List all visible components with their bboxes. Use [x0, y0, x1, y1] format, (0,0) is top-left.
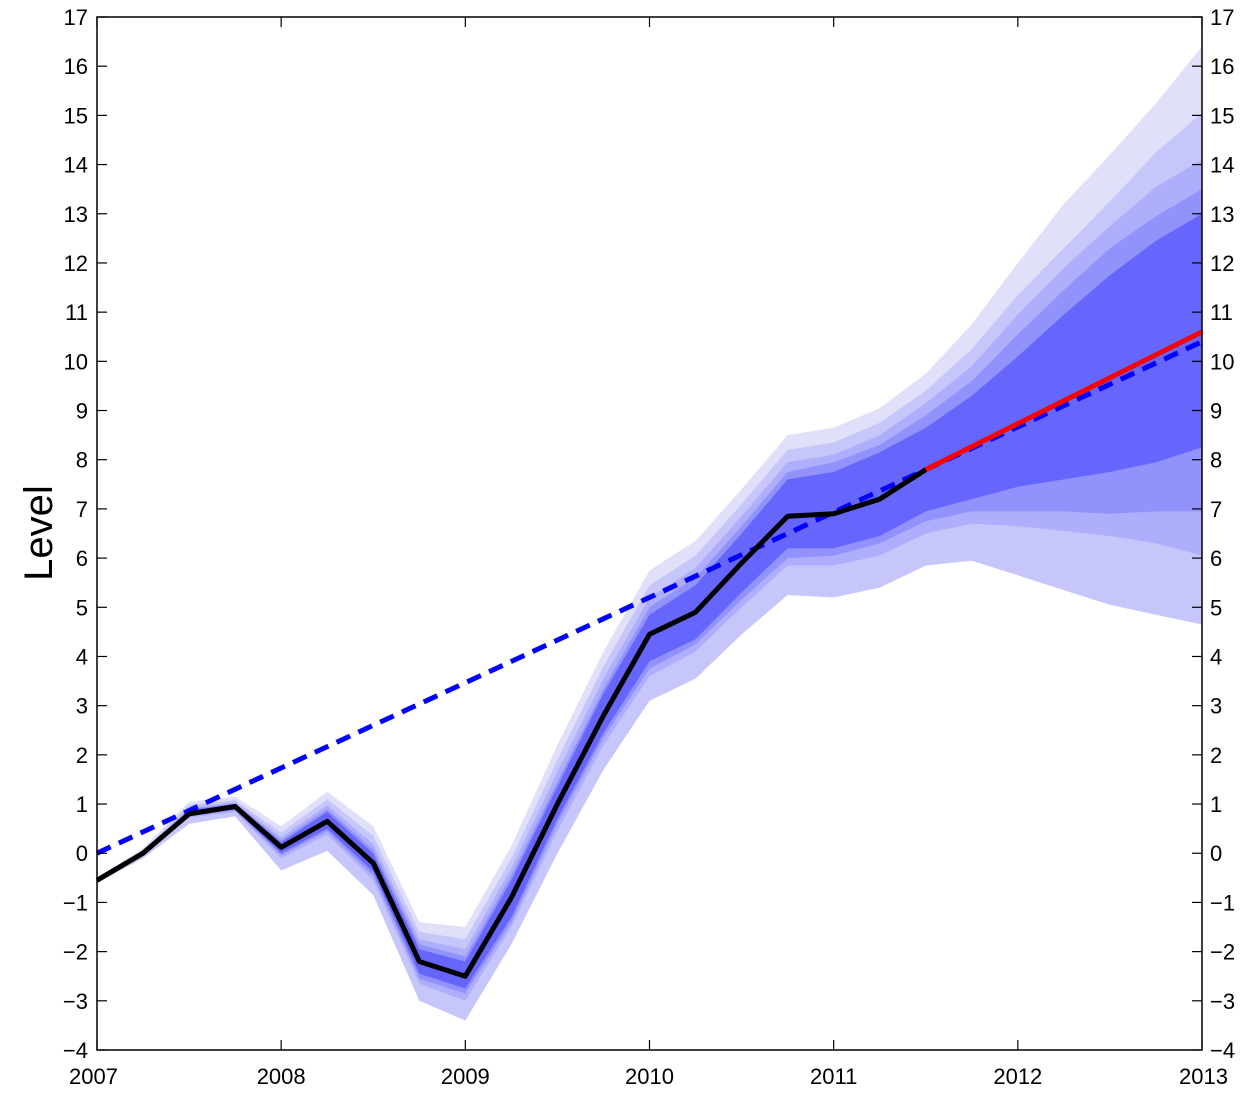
y-axis-label: Level — [17, 485, 61, 581]
y-tick-label-right: 11 — [1210, 300, 1233, 325]
y-tick-label-right: 0 — [1210, 841, 1222, 866]
tick-labels: −4 −4−3 −3−2 −2−1 −10 01 12 23 34 45 56 67 78 89 910 10… — [63, 5, 1235, 1089]
y-tick-label-right: 10 — [1210, 349, 1234, 374]
y-tick-label-left: 8 — [76, 448, 88, 473]
y-tick-label-left: 11 — [65, 300, 88, 325]
y-tick-label-right: 13 — [1210, 202, 1234, 227]
y-tick-label-right: 5 — [1210, 595, 1222, 620]
y-tick-label-left: 0 — [76, 841, 88, 866]
y-tick-label-left: 2 — [76, 743, 88, 768]
y-tick-label-left: −1 — [63, 890, 88, 915]
y-tick-label-left: 17 — [64, 5, 88, 30]
axis-ticks — [96, 16, 1203, 1051]
y-tick-label-left: 10 — [64, 349, 88, 374]
y-tick-label-left: 13 — [64, 202, 88, 227]
x-tick-label: 2008 — [257, 1064, 306, 1089]
y-tick-label-left: 1 — [76, 792, 88, 817]
y-tick-label-right: 1 — [1210, 792, 1222, 817]
fan-band-5 — [97, 213, 1202, 989]
y-tick-label-left: 3 — [76, 694, 88, 719]
x-tick-label: 2013 — [1179, 1064, 1228, 1089]
fan-band-3 — [97, 159, 1202, 1001]
fan-bands — [97, 46, 1202, 1021]
y-tick-label-left: 15 — [64, 103, 88, 128]
actual-series-line — [95, 467, 928, 979]
y-tick-label-right: 6 — [1210, 546, 1222, 571]
y-tick-label-left: 12 — [64, 251, 88, 276]
y-tick-label-left: 5 — [76, 595, 88, 620]
x-tick-label: 2011 — [810, 1064, 857, 1089]
y-tick-label-right: 9 — [1210, 399, 1222, 424]
y-tick-label-left: 6 — [76, 546, 88, 571]
x-tick-label: 2009 — [441, 1064, 490, 1089]
y-tick-label-left: 16 — [64, 54, 88, 79]
y-tick-label-left: 14 — [64, 153, 88, 178]
series-lines — [95, 329, 1204, 979]
fan-band-4 — [97, 189, 1202, 994]
y-tick-label-right: −1 — [1210, 890, 1235, 915]
x-tick-label: 2007 — [69, 1064, 118, 1089]
projection-series-line — [924, 329, 1204, 472]
y-tick-label-right: 12 — [1210, 251, 1234, 276]
y-tick-label-right: 14 — [1210, 153, 1234, 178]
y-tick-label-left: 4 — [76, 644, 88, 669]
y-tick-label-right: 17 — [1210, 5, 1234, 30]
y-tick-label-left: 7 — [76, 497, 88, 522]
y-tick-label-right: 4 — [1210, 644, 1222, 669]
y-tick-label-left: 9 — [76, 399, 88, 424]
x-tick-label: 2010 — [625, 1064, 674, 1089]
x-tick-label: 2012 — [993, 1064, 1042, 1089]
y-tick-label-right: 3 — [1210, 694, 1222, 719]
y-tick-label-right: −3 — [1210, 989, 1235, 1014]
y-tick-label-right: 7 — [1210, 497, 1222, 522]
y-tick-label-right: −4 — [1210, 1038, 1235, 1063]
y-tick-label-left: −4 — [63, 1038, 88, 1063]
y-tick-label-left: −3 — [63, 989, 88, 1014]
y-tick-label-right: −2 — [1210, 940, 1235, 965]
y-tick-label-left: −2 — [63, 940, 88, 965]
y-tick-label-right: 2 — [1210, 743, 1222, 768]
y-tick-label-right: 8 — [1210, 448, 1222, 473]
y-tick-label-right: 15 — [1210, 103, 1234, 128]
trend-series-line — [95, 339, 1204, 856]
y-tick-label-right: 16 — [1210, 54, 1234, 79]
